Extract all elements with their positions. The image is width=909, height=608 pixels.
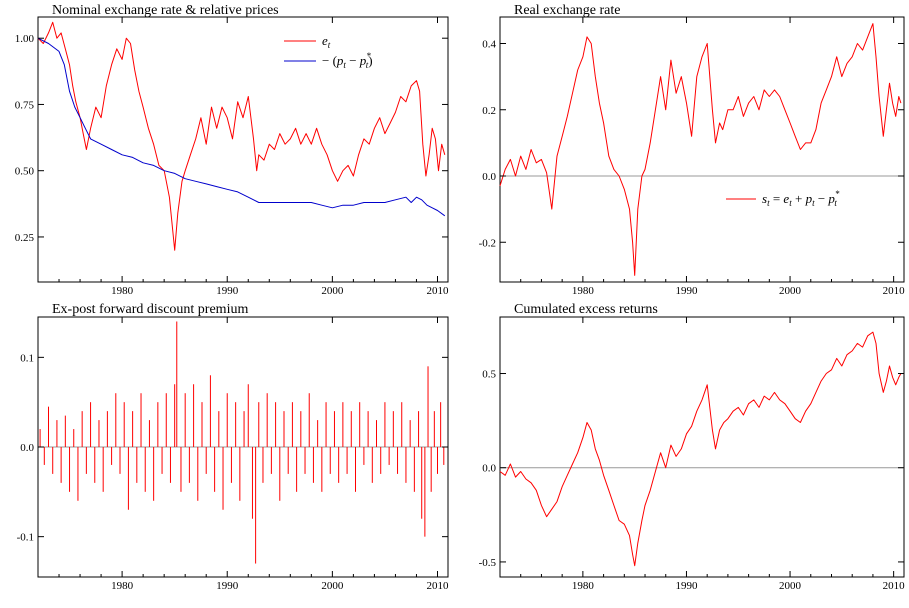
x-tick-label: 2010 (426, 285, 449, 297)
x-tick-label: 1990 (675, 580, 698, 592)
tick-group: 1980 1990 2000 2010 -0.5 0.0 0.5 (479, 317, 906, 592)
y-tick-label: 0.0 (482, 171, 496, 183)
y-tick-label: 0.0 (482, 463, 496, 475)
series-line-1 (37, 37, 446, 217)
y-tick-label: -0.2 (479, 237, 496, 249)
y-tick-label: 0.75 (15, 99, 35, 111)
series-line-0 (37, 21, 446, 251)
series-group (37, 21, 446, 251)
x-tick-label: 1990 (675, 285, 698, 297)
y-tick-label: 0.5 (482, 369, 496, 381)
panel-title: Ex-post forward discount premium (52, 302, 248, 317)
legend-label-relative-prices: − (pt − p* t) (322, 51, 373, 70)
plot-frame (499, 316, 905, 578)
plot-frame (499, 16, 905, 283)
panel-real-exchange-rate: Real exchange rate 1980 1990 2000 2010 -0.2 0… (479, 3, 906, 297)
tick-group: 1980 1990 2000 2010 -0.2 0.0 0.2 0.4 (479, 17, 906, 297)
x-tick-label: 1990 (216, 580, 239, 592)
series-group (499, 331, 902, 567)
x-tick-label: 2000 (321, 285, 344, 297)
legend: et − (pt − p* t) (284, 33, 373, 70)
legend-label-s-t: st = et + pt − p* t (762, 189, 840, 208)
tick-group: 1980 1990 2000 2010 -0.1 0.0 0.1 (17, 317, 449, 592)
y-tick-label: 0.0 (20, 442, 34, 454)
x-tick-label: 2010 (883, 580, 906, 592)
x-tick-label: 1980 (111, 285, 134, 297)
panel-nominal-exchange-rate: Nominal exchange rate & relative prices … (15, 3, 449, 297)
panel-cumulated-excess-returns: Cumulated excess returns 1980 1990 2000 201… (479, 302, 906, 592)
x-tick-label: 2000 (321, 580, 344, 592)
panel-title: Nominal exchange rate & relative prices (52, 3, 279, 18)
y-tick-label: -0.5 (479, 557, 497, 569)
legend: st = et + pt − p* t (726, 189, 840, 208)
plot-frame (37, 16, 449, 283)
x-tick-label: 1980 (572, 285, 595, 297)
legend-label-e-t: et (322, 33, 331, 50)
x-tick-label: 2010 (883, 285, 906, 297)
panel-title: Cumulated excess returns (514, 302, 658, 317)
series-line-0 (499, 23, 902, 276)
panel-title: Real exchange rate (514, 3, 621, 18)
y-tick-label: 0.50 (15, 166, 35, 178)
x-tick-label: 2010 (426, 580, 449, 592)
x-tick-label: 2000 (779, 580, 802, 592)
x-tick-label: 1990 (216, 285, 239, 297)
series-group (39, 321, 445, 564)
tick-group: 1980 1990 2000 2010 0.25 0.50 0.75 1.00 (15, 17, 449, 297)
series-line-0 (499, 331, 902, 567)
y-tick-label: 1.00 (15, 33, 35, 45)
x-tick-label: 1980 (572, 580, 595, 592)
y-tick-label: 0.4 (482, 39, 496, 51)
x-tick-label: 2000 (779, 285, 802, 297)
panel-forward-discount-premium: Ex-post forward discount premium 1980 199… (17, 302, 449, 592)
y-tick-label: 0.2 (482, 105, 496, 117)
y-tick-label: 0.25 (15, 232, 35, 244)
series-group (499, 23, 902, 276)
y-tick-label: 0.1 (20, 352, 34, 364)
x-tick-label: 1980 (111, 580, 134, 592)
y-tick-label: -0.1 (17, 532, 34, 544)
